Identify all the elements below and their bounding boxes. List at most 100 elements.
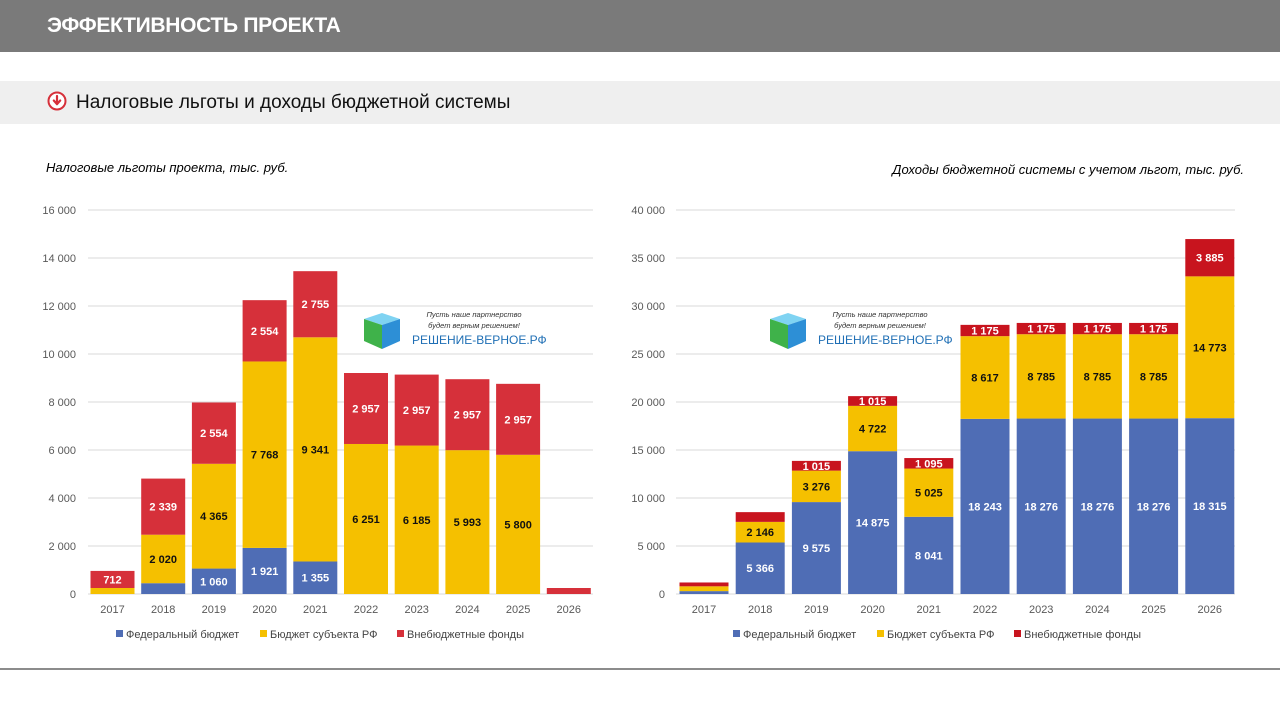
y-tick-label: 15 000 (631, 445, 665, 457)
legend-label: Внебюджетные фонды (407, 629, 524, 641)
y-tick-label: 40 000 (631, 205, 665, 217)
data-label: 18 276 (1081, 501, 1115, 513)
y-tick-label: 30 000 (631, 301, 665, 313)
bar-segment (445, 450, 490, 594)
bar-segment (1016, 322, 1066, 335)
data-label: 5 993 (454, 517, 482, 529)
data-label: 5 025 (915, 488, 943, 500)
right-chart-title: Доходы бюджетной системы с учетом льгот,… (892, 162, 1244, 177)
data-label: 3 276 (803, 481, 831, 493)
bar-segment (679, 591, 729, 594)
cube-face (382, 319, 400, 349)
data-label: 1 175 (1140, 324, 1168, 336)
bar-segment (141, 583, 186, 594)
data-label: 5 800 (504, 519, 532, 531)
bar-segment (1072, 322, 1122, 335)
y-tick-label: 10 000 (42, 349, 76, 361)
legend-label: Внебюджетные фонды (1024, 629, 1141, 641)
bar-segment (848, 405, 898, 452)
bar-segment (242, 361, 287, 548)
bar-segment (141, 534, 186, 584)
y-tick-label: 8 000 (48, 397, 76, 409)
data-label: 1 095 (915, 458, 943, 470)
x-tick-label: 2025 (1141, 604, 1165, 616)
bar-segment (293, 561, 338, 594)
legend-swatch (260, 630, 267, 637)
y-tick-label: 16 000 (42, 205, 76, 217)
data-label: 8 785 (1084, 371, 1112, 383)
x-tick-label: 2024 (1085, 604, 1109, 616)
cube-face (364, 319, 382, 349)
x-tick-label: 2022 (973, 604, 997, 616)
legend-label: Федеральный бюджет (126, 629, 239, 641)
data-label: 2 957 (454, 410, 482, 422)
section-bar (0, 81, 1280, 124)
right-stacked-bar-chart: 0 5 000 10 000 15 000 20 000 25 000 30 000 35 0… (631, 205, 1235, 641)
y-tick-label: 2 000 (48, 541, 76, 553)
bar-segment (1129, 322, 1179, 335)
legend-label: Федеральный бюджет (743, 629, 856, 641)
y-tick-label: 10 000 (631, 493, 665, 505)
legend-swatch (733, 630, 740, 637)
data-label: 1 921 (251, 566, 279, 578)
bar-segment (242, 547, 287, 594)
bar-segment (191, 568, 236, 594)
data-label: 18 315 (1193, 501, 1227, 513)
data-label: 3 885 (1196, 253, 1224, 265)
data-label: 8 785 (1140, 371, 1168, 383)
bar-segment (848, 396, 898, 406)
bar-segment (546, 588, 591, 594)
data-label: 14 773 (1193, 342, 1227, 354)
data-label: 1 355 (302, 573, 330, 585)
y-tick-label: 5 000 (637, 541, 665, 553)
bar-segment (848, 451, 898, 594)
data-label: 7 768 (251, 450, 279, 462)
x-tick-label: 2025 (506, 604, 530, 616)
bar-segment (496, 383, 541, 455)
logo-slogan: будет верным решением! (834, 321, 927, 330)
data-label: 6 185 (403, 515, 431, 527)
x-tick-label: 2017 (692, 604, 716, 616)
x-tick-label: 2022 (354, 604, 378, 616)
bar-segment (735, 512, 785, 522)
bar-segment (90, 570, 135, 588)
data-label: 4 722 (859, 424, 887, 436)
bar-segment (904, 468, 954, 517)
y-tick-label: 6 000 (48, 445, 76, 457)
x-tick-label: 2023 (1029, 604, 1053, 616)
data-label: 2 755 (302, 299, 330, 311)
section-title: Налоговые льготы и доходы бюджетной сист… (76, 92, 511, 113)
bar-segment (344, 443, 388, 594)
cube-face (788, 319, 806, 349)
data-label: 8 041 (915, 550, 943, 562)
bar-segment (1185, 239, 1235, 277)
bar-segment (242, 300, 287, 362)
y-tick-label: 0 (659, 589, 665, 601)
bar-segment (735, 521, 785, 543)
data-label: 18 276 (1024, 501, 1058, 513)
logo-name: РЕШЕНИЕ-ВЕРНОЕ.РФ (412, 333, 547, 347)
bar-segment (141, 478, 186, 535)
y-tick-label: 25 000 (631, 349, 665, 361)
bar-segment (791, 470, 841, 503)
legend-swatch (397, 630, 404, 637)
bar-segment (1016, 418, 1066, 594)
bar-segment (791, 460, 841, 471)
data-label: 1 175 (971, 326, 999, 338)
bar-segment (496, 454, 541, 594)
data-label: 1 015 (859, 396, 887, 408)
data-label: 9 341 (302, 444, 330, 456)
x-tick-label: 2021 (917, 604, 941, 616)
data-label: 1 175 (1084, 324, 1112, 336)
bar-segment (679, 582, 729, 587)
bar-segment (293, 337, 338, 562)
x-tick-label: 2021 (303, 604, 327, 616)
x-tick-label: 2026 (1198, 604, 1222, 616)
data-label: 8 785 (1027, 371, 1055, 383)
x-tick-label: 2020 (252, 604, 276, 616)
left-chart-title: Налоговые льготы проекта, тыс. руб. (46, 160, 289, 175)
bar-segment (445, 379, 490, 451)
y-tick-label: 0 (70, 589, 76, 601)
bar-segment (191, 402, 236, 464)
y-tick-label: 14 000 (42, 253, 76, 265)
